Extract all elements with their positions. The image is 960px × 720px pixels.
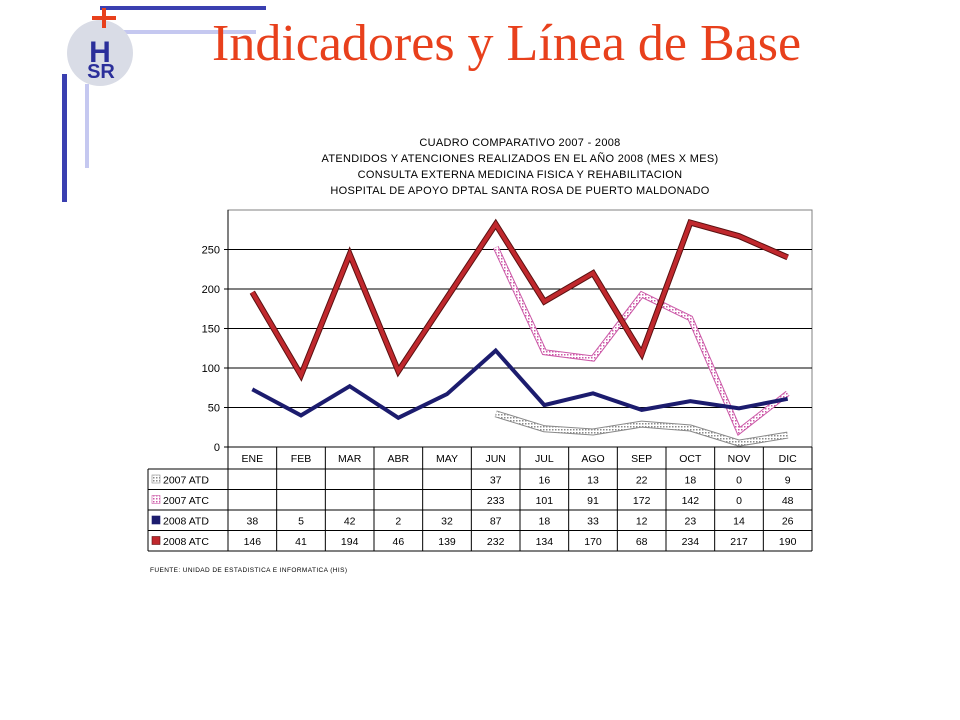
series-line-2007-atc	[493, 246, 789, 435]
data-label-2007-atd-sep: 22	[636, 475, 648, 487]
data-label-2007-atc-nov: 0	[736, 495, 742, 507]
data-label-2008-atd-feb: 5	[298, 516, 304, 528]
y-axis: 0 50 100 150 200 250	[202, 210, 229, 454]
data-label-2007-atc-dic: 48	[782, 495, 794, 507]
decor-line-top	[100, 6, 266, 10]
legend-swatch-2007-atd	[151, 474, 161, 484]
x-tick-label-sep: SEP	[631, 453, 652, 465]
x-tick-label-may: MAY	[436, 453, 458, 465]
decor-line-left	[62, 74, 67, 202]
data-label-2008-atd-oct: 23	[684, 516, 696, 528]
x-tick-label-mar: MAR	[338, 453, 362, 465]
decor-line-top-light	[118, 30, 256, 34]
data-label-2008-atd-sep: 12	[636, 516, 648, 528]
series-line-2008-atc	[250, 220, 789, 380]
data-label-2008-atd-jul: 18	[538, 516, 550, 528]
data-label-2008-atd-may: 32	[441, 516, 453, 528]
legend-label-2007-atc: 2007 ATC	[163, 495, 209, 507]
data-label-2008-atc-oct: 234	[682, 536, 700, 548]
data-label-2008-atc-abr: 46	[392, 536, 404, 548]
legend-swatch-2007-atc	[151, 495, 161, 504]
data-label-2008-atd-dic: 26	[782, 516, 794, 528]
data-label-2007-atc-oct: 142	[682, 495, 700, 507]
data-label-2008-atd-abr: 2	[395, 516, 401, 528]
x-tick-label-oct: OCT	[679, 453, 702, 465]
data-table: ENE FEB MAR ABR MAY JUN JUL AGO SEP OCT NOV DIC 2007…	[147, 447, 813, 552]
legend-label-2008-atd: 2008 ATD	[163, 516, 209, 528]
legend-label-2008-atc: 2008 ATC	[163, 536, 209, 548]
data-label-2008-atc-ene: 146	[244, 536, 262, 548]
legend-swatch-2008-atd	[151, 515, 161, 525]
hospital-logo: H SR	[67, 8, 133, 86]
x-tick-label-ago: AGO	[581, 453, 604, 465]
logo-text-top: H	[89, 36, 111, 69]
data-label-2008-atc-may: 139	[438, 536, 456, 548]
chart-title-line-4: HOSPITAL DE APOYO DPTAL SANTA ROSA DE PU…	[330, 185, 710, 197]
x-tick-label-nov: NOV	[728, 453, 751, 465]
chart-title-line-1: CUADRO COMPARATIVO 2007 - 2008	[419, 137, 621, 149]
y-tick-label-0: 0	[214, 442, 220, 454]
data-label-2008-atd-nov: 14	[733, 516, 745, 528]
data-label-2007-atd-ago: 13	[587, 475, 599, 487]
decor-line-left-light	[85, 84, 89, 168]
legend-swatch-2008-atc	[151, 536, 161, 545]
data-label-2007-atd-dic: 9	[785, 475, 791, 487]
data-label-2007-atc-jun: 233	[487, 495, 505, 507]
data-label-2008-atd-jun: 87	[490, 516, 502, 528]
data-label-2008-atc-jun: 232	[487, 536, 505, 548]
data-label-2008-atc-ago: 170	[584, 536, 602, 548]
x-tick-label-jun: JUN	[485, 453, 505, 465]
chart-title-line-3: CONSULTA EXTERNA MEDICINA FISICA Y REHAB…	[357, 169, 683, 181]
y-tick-label-150: 150	[202, 324, 220, 336]
data-label-2008-atc-nov: 217	[730, 536, 748, 548]
data-label-2008-atc-jul: 134	[536, 536, 554, 548]
slide-title: Indicadores y Línea de Base	[212, 15, 802, 72]
data-label-2007-atc-sep: 172	[633, 495, 651, 507]
data-label-2007-atc-ago: 91	[587, 495, 599, 507]
series-line-2007-atd	[494, 411, 789, 446]
x-tick-label-dic: DIC	[779, 453, 798, 465]
data-label-2008-atc-dic: 190	[779, 536, 797, 548]
x-tick-label-jul: JUL	[535, 453, 554, 465]
data-label-2007-atd-jun: 37	[490, 475, 502, 487]
data-label-2008-atc-mar: 194	[341, 536, 359, 548]
y-tick-label-200: 200	[202, 284, 220, 296]
series-layer	[249, 218, 790, 447]
chart-title-line-2: ATENDIDOS Y ATENCIONES REALIZADOS EN EL …	[321, 153, 719, 165]
y-tick-label-100: 100	[202, 363, 220, 375]
y-tick-label-50: 50	[208, 403, 220, 415]
x-tick-label-ene: ENE	[242, 453, 264, 465]
series-line-2008-atd	[251, 347, 789, 421]
data-label-2008-atc-sep: 68	[636, 536, 648, 548]
data-label-2008-atd-ene: 38	[246, 516, 258, 528]
legend-label-2007-atd: 2007 ATD	[163, 475, 209, 487]
data-label-2007-atd-nov: 0	[736, 475, 742, 487]
y-tick-label-250: 250	[202, 245, 220, 257]
source-note: FUENTE: UNIDAD DE ESTADISTICA E INFORMAT…	[150, 567, 348, 574]
data-label-2007-atc-jul: 101	[536, 495, 554, 507]
x-tick-label-feb: FEB	[291, 453, 311, 465]
logo-text-bottom: SR	[87, 61, 115, 83]
x-tick-label-abr: ABR	[388, 453, 410, 465]
plot-area	[227, 209, 813, 448]
data-label-2008-atd-ago: 33	[587, 516, 599, 528]
data-label-2008-atc-feb: 41	[295, 536, 307, 548]
data-label-2007-atd-jul: 16	[538, 475, 550, 487]
data-label-2008-atd-mar: 42	[344, 516, 356, 528]
data-label-2007-atd-oct: 18	[684, 475, 696, 487]
